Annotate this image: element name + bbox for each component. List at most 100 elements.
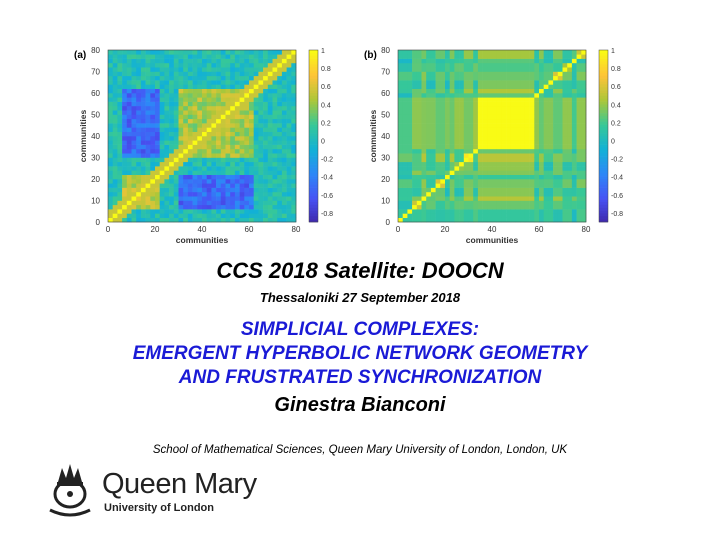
- heatmap-cell: [249, 153, 254, 158]
- heatmap-cell: [506, 140, 512, 145]
- heatmap-cell: [477, 67, 483, 72]
- heatmap-cell: [187, 123, 193, 128]
- heatmap-cell: [430, 93, 436, 98]
- heatmap-cell: [173, 213, 179, 218]
- heatmap-cell: [407, 58, 413, 64]
- heatmap-cell: [412, 170, 418, 175]
- heatmap-cell: [548, 50, 554, 55]
- heatmap-cell: [173, 54, 179, 59]
- heatmap-cell: [234, 123, 240, 128]
- heatmap-cell: [449, 88, 455, 94]
- heatmap-cell: [534, 161, 540, 167]
- heatmap-cell: [421, 105, 427, 111]
- heatmap-cell: [496, 114, 502, 120]
- heatmap-cell: [211, 80, 217, 85]
- heatmap-cell: [435, 80, 441, 85]
- heatmap-cell: [169, 114, 175, 120]
- heatmap-cell: [192, 140, 198, 145]
- heatmap-cell: [173, 84, 179, 89]
- heatmap-cell: [412, 148, 418, 154]
- colorbar-segment: [309, 213, 318, 217]
- heatmap-cell: [520, 71, 526, 77]
- heatmap-cell: [463, 187, 469, 193]
- heatmap-cell: [220, 153, 226, 158]
- heatmap-cell: [192, 62, 198, 68]
- heatmap-cell: [155, 191, 160, 197]
- heatmap-cell: [145, 110, 151, 115]
- heatmap-cell: [562, 213, 568, 218]
- heatmap-cell: [263, 88, 269, 94]
- heatmap-cell: [230, 114, 236, 120]
- heatmap-cell: [543, 93, 549, 98]
- heatmap-cell: [440, 166, 446, 171]
- heatmap-cell: [520, 179, 526, 184]
- heatmap-cell: [571, 75, 577, 81]
- heatmap-cell: [539, 161, 544, 167]
- heatmap-cell: [459, 217, 465, 223]
- colorbar-segment: [309, 72, 318, 77]
- heatmap-cell: [258, 131, 264, 137]
- heatmap-cell: [426, 148, 432, 154]
- heatmap-cell: [534, 80, 540, 85]
- heatmap-cell: [234, 62, 240, 68]
- heatmap-cell: [468, 80, 474, 85]
- heatmap-cell: [454, 161, 460, 167]
- heatmap-cell: [230, 58, 236, 64]
- heatmap-cell: [524, 153, 530, 158]
- heatmap-cell: [155, 187, 160, 193]
- heatmap-cell: [267, 179, 273, 184]
- heatmap-cell: [454, 170, 460, 175]
- heatmap-cell: [496, 174, 502, 180]
- heatmap-cell: [529, 187, 535, 193]
- heatmap-cell: [506, 80, 512, 85]
- heatmap-cell: [492, 131, 497, 137]
- heatmap-cell: [206, 187, 212, 193]
- heatmap-cell: [136, 105, 142, 111]
- colorbar-tick-label: 0.2: [321, 120, 331, 127]
- heatmap-cell: [230, 144, 236, 150]
- heatmap-cell: [421, 71, 427, 77]
- heatmap-cell: [426, 217, 432, 223]
- heatmap-cell: [108, 88, 113, 94]
- heatmap-cell: [197, 204, 203, 210]
- heatmap-cell: [145, 123, 151, 128]
- heatmap-cell: [553, 62, 559, 68]
- heatmap-cell: [506, 88, 512, 94]
- heatmap-cell: [117, 131, 123, 137]
- heatmap-cell: [220, 166, 226, 171]
- heatmap-cell: [487, 157, 493, 163]
- heatmap-cell: [206, 148, 212, 154]
- heatmap-cell: [216, 166, 222, 171]
- heatmap-cell: [496, 88, 502, 94]
- heatmap-cell: [249, 97, 254, 102]
- colorbar-segment: [599, 176, 608, 180]
- heatmap-cell: [272, 88, 278, 94]
- heatmap-cell: [534, 118, 540, 124]
- heatmap-cell: [421, 153, 427, 158]
- heatmap-cell: [440, 191, 446, 197]
- heatmap-cell: [216, 71, 222, 77]
- heatmap-cell: [496, 183, 502, 188]
- heatmap-cell: [267, 153, 273, 158]
- heatmap-cell: [164, 191, 170, 197]
- heatmap-cell: [239, 166, 245, 171]
- heatmap-cell: [571, 80, 577, 85]
- heatmap-cell: [501, 209, 507, 214]
- heatmap-cell: [557, 187, 563, 193]
- colorbar-segment: [599, 201, 608, 206]
- heatmap-cell: [524, 50, 530, 55]
- heatmap-cell: [230, 179, 236, 184]
- heatmap-cell: [178, 209, 184, 214]
- heatmap-cell: [211, 131, 217, 137]
- heatmap-cell: [155, 153, 160, 158]
- heatmap-cell: [496, 148, 502, 154]
- heatmap-cell: [281, 153, 287, 158]
- heatmap-cell: [421, 127, 427, 132]
- heatmap-cell: [543, 200, 549, 206]
- heatmap-cell: [487, 170, 493, 175]
- heatmap-cell: [440, 101, 446, 107]
- heatmap-cell: [562, 153, 568, 158]
- heatmap-cell: [112, 187, 118, 193]
- heatmap-cell: [155, 88, 160, 94]
- heatmap-cell: [506, 114, 512, 120]
